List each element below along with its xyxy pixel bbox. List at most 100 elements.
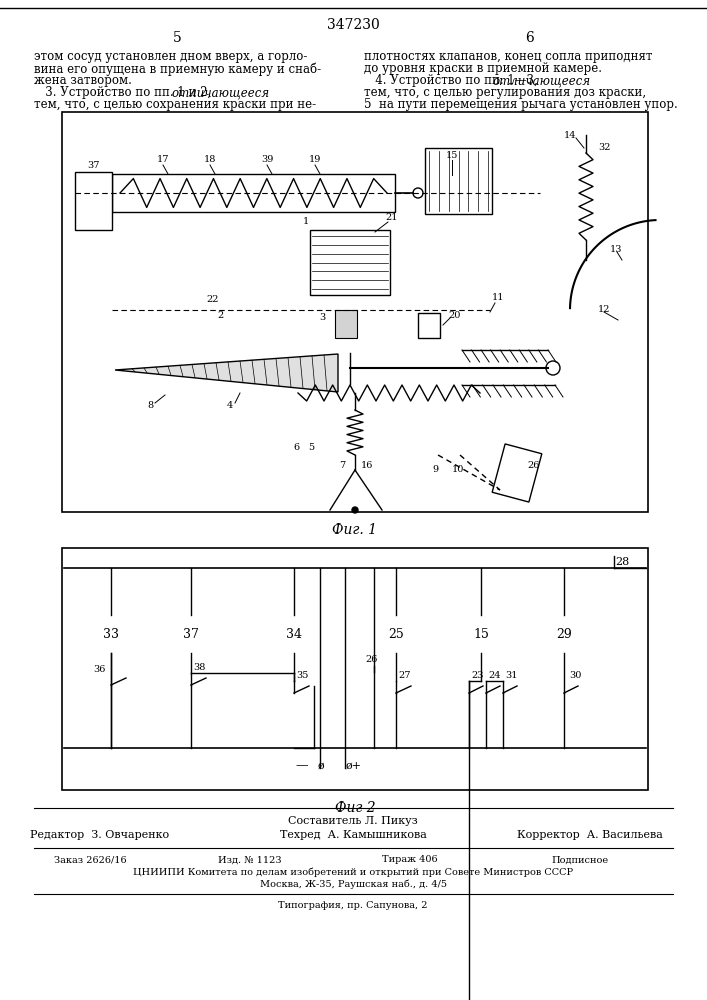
Text: Фиг. 1: Фиг. 1 — [332, 523, 378, 537]
Bar — [335, 310, 357, 338]
Circle shape — [413, 188, 423, 198]
Text: 17: 17 — [157, 155, 169, 164]
Text: 38: 38 — [193, 664, 205, 672]
Text: 9: 9 — [432, 466, 438, 475]
Text: отличающееся: отличающееся — [171, 86, 269, 99]
Bar — [310, 230, 390, 295]
Bar — [418, 313, 440, 338]
Text: 16: 16 — [361, 460, 373, 470]
Bar — [455, 615, 507, 653]
Text: 5: 5 — [173, 31, 182, 45]
Text: 25: 25 — [388, 628, 404, 641]
Bar — [492, 444, 542, 502]
Text: 31: 31 — [505, 672, 518, 680]
Circle shape — [291, 565, 297, 571]
Text: 29: 29 — [556, 628, 572, 641]
Text: Составитель Л. Пикуз: Составитель Л. Пикуз — [288, 816, 418, 826]
Text: 33: 33 — [103, 628, 119, 641]
Text: —: — — [296, 760, 308, 772]
Text: 1: 1 — [303, 218, 309, 227]
Bar — [112, 174, 395, 212]
Text: 3. Устройство по пп. 1 и 2,: 3. Устройство по пп. 1 и 2, — [34, 86, 215, 99]
Text: 30: 30 — [569, 672, 581, 680]
Text: 11: 11 — [492, 294, 505, 302]
Text: 35: 35 — [296, 672, 308, 680]
Bar — [62, 112, 648, 512]
Text: 3: 3 — [319, 314, 325, 322]
Text: 21: 21 — [385, 214, 397, 223]
Text: 4. Устройство по пп. 1—3,: 4. Устройство по пп. 1—3, — [364, 74, 542, 87]
Bar — [165, 615, 217, 653]
Circle shape — [188, 565, 194, 571]
Text: ø: ø — [317, 761, 325, 771]
Text: Подписное: Подписное — [551, 856, 609, 864]
Circle shape — [108, 565, 114, 571]
Text: 15: 15 — [446, 150, 458, 159]
Text: 26: 26 — [366, 654, 378, 664]
Text: 15: 15 — [473, 628, 489, 641]
Text: Техред  А. Камышникова: Техред А. Камышникова — [279, 830, 426, 840]
Text: Изд. № 1123: Изд. № 1123 — [218, 856, 282, 864]
Bar — [268, 615, 320, 653]
Text: 27: 27 — [398, 672, 411, 680]
Text: Москва, Ж-35, Раушская наб., д. 4/5: Москва, Ж-35, Раушская наб., д. 4/5 — [259, 879, 447, 889]
Text: вина его опущена в приемную камеру и снаб-: вина его опущена в приемную камеру и сна… — [34, 62, 321, 76]
Circle shape — [393, 565, 399, 571]
Text: 2: 2 — [218, 312, 224, 320]
Text: 24: 24 — [488, 672, 501, 680]
Text: 5: 5 — [308, 444, 314, 452]
Text: 6: 6 — [525, 31, 534, 45]
Bar — [425, 148, 492, 214]
Text: 347230: 347230 — [327, 18, 380, 32]
Text: 20: 20 — [448, 310, 460, 320]
Text: 32: 32 — [598, 143, 611, 152]
Text: Типография, пр. Сапунова, 2: Типография, пр. Сапунова, 2 — [279, 902, 428, 910]
Text: Редактор  З. Овчаренко: Редактор З. Овчаренко — [30, 830, 170, 840]
Text: Заказ 2626/16: Заказ 2626/16 — [54, 856, 127, 864]
Text: Тираж 406: Тираж 406 — [382, 856, 438, 864]
Text: 23: 23 — [471, 672, 484, 680]
Text: 39: 39 — [261, 155, 273, 164]
Text: жена затвором.: жена затвором. — [34, 74, 132, 87]
Text: 28: 28 — [615, 557, 629, 567]
Text: Корректор  А. Васильева: Корректор А. Васильева — [517, 830, 663, 840]
Text: 4: 4 — [227, 400, 233, 410]
Text: 12: 12 — [598, 306, 611, 314]
Text: 6: 6 — [293, 444, 299, 452]
Bar — [370, 615, 422, 653]
Bar — [85, 615, 137, 653]
Bar — [276, 631, 312, 645]
Circle shape — [561, 565, 567, 571]
Text: этом сосуд установлен дном вверх, а горло-: этом сосуд установлен дном вверх, а горл… — [34, 50, 308, 63]
Text: 13: 13 — [610, 245, 622, 254]
Circle shape — [371, 666, 377, 672]
Text: ø+: ø+ — [346, 761, 362, 771]
Circle shape — [478, 565, 484, 571]
Bar — [75, 172, 112, 230]
Text: 26: 26 — [527, 460, 539, 470]
Text: 37: 37 — [183, 628, 199, 641]
Text: 7: 7 — [339, 460, 345, 470]
Text: 8: 8 — [147, 400, 153, 410]
Text: 14: 14 — [563, 130, 576, 139]
Circle shape — [546, 361, 560, 375]
Text: до уровня краски в приемной камере.: до уровня краски в приемной камере. — [364, 62, 602, 75]
Polygon shape — [115, 354, 338, 392]
Text: 5  на пути перемещения рычага установлен упор.: 5 на пути перемещения рычага установлен … — [364, 98, 678, 111]
Bar — [62, 548, 648, 790]
Text: 10: 10 — [452, 466, 464, 475]
Bar — [538, 615, 590, 653]
Text: 37: 37 — [87, 161, 100, 170]
Text: 22: 22 — [206, 296, 219, 304]
Text: 19: 19 — [309, 155, 321, 164]
Text: ЦНИИПИ Комитета по делам изобретений и открытий при Совете Министров СССР: ЦНИИПИ Комитета по делам изобретений и о… — [133, 867, 573, 877]
Text: Фиг 2: Фиг 2 — [334, 801, 375, 815]
Circle shape — [308, 683, 314, 689]
Circle shape — [352, 507, 358, 513]
Text: отличающееся: отличающееся — [492, 74, 590, 87]
Text: 18: 18 — [204, 155, 216, 164]
Text: тем, что, с целью сохранения краски при не-: тем, что, с целью сохранения краски при … — [34, 98, 316, 111]
Text: плотностях клапанов, конец сопла приподнят: плотностях клапанов, конец сопла приподн… — [364, 50, 653, 63]
Text: 36: 36 — [93, 666, 105, 674]
Text: 34: 34 — [286, 628, 302, 641]
